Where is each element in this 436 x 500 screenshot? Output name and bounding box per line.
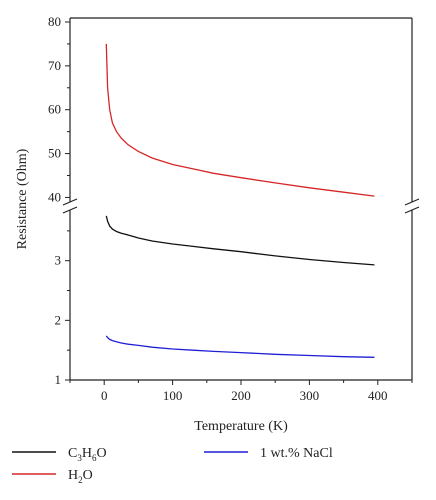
x-axis: 0 100 200 300 400 <box>69 380 413 403</box>
legend-label-c3h6o: C3H6O <box>68 446 107 463</box>
legend-label-1-wt-nacl: 1 wt.% NaCl <box>260 446 333 461</box>
y-tick-label: 80 <box>48 14 61 29</box>
x-axis-title: Temperature (K) <box>194 419 288 434</box>
legend: H2O C3H6O 1 wt.% NaCl <box>12 446 333 485</box>
x-tick-label: 400 <box>368 388 388 403</box>
series-line-c3h6o <box>105 215 375 266</box>
axis-frame <box>62 17 420 381</box>
plot-area <box>105 43 375 358</box>
y-axis-title: Resistance (Ohm) <box>15 148 30 249</box>
y-tick-label: 50 <box>48 146 61 161</box>
axis-break-left <box>62 206 78 214</box>
y-tick-label: 60 <box>48 102 61 117</box>
legend-label-h2o: H2O <box>68 468 93 485</box>
axis-break-left <box>62 198 78 206</box>
y-tick-label: 3 <box>55 253 62 268</box>
y-tick-label: 1 <box>55 372 62 387</box>
x-tick-label: 300 <box>300 388 320 403</box>
x-tick-label: 100 <box>163 388 183 403</box>
y-axis: 40 50 60 70 80 1 2 3 <box>48 14 70 387</box>
series-line-1-wt-nacl <box>105 335 375 358</box>
series-line-h2o <box>105 43 375 197</box>
y-tick-label: 40 <box>48 189 61 204</box>
axis-break-right <box>404 206 420 214</box>
x-tick-label: 200 <box>231 388 251 403</box>
axis-break-right <box>404 198 420 206</box>
y-tick-label: 2 <box>55 312 62 327</box>
x-tick-label: 0 <box>101 388 108 403</box>
y-tick-label: 70 <box>48 58 61 73</box>
